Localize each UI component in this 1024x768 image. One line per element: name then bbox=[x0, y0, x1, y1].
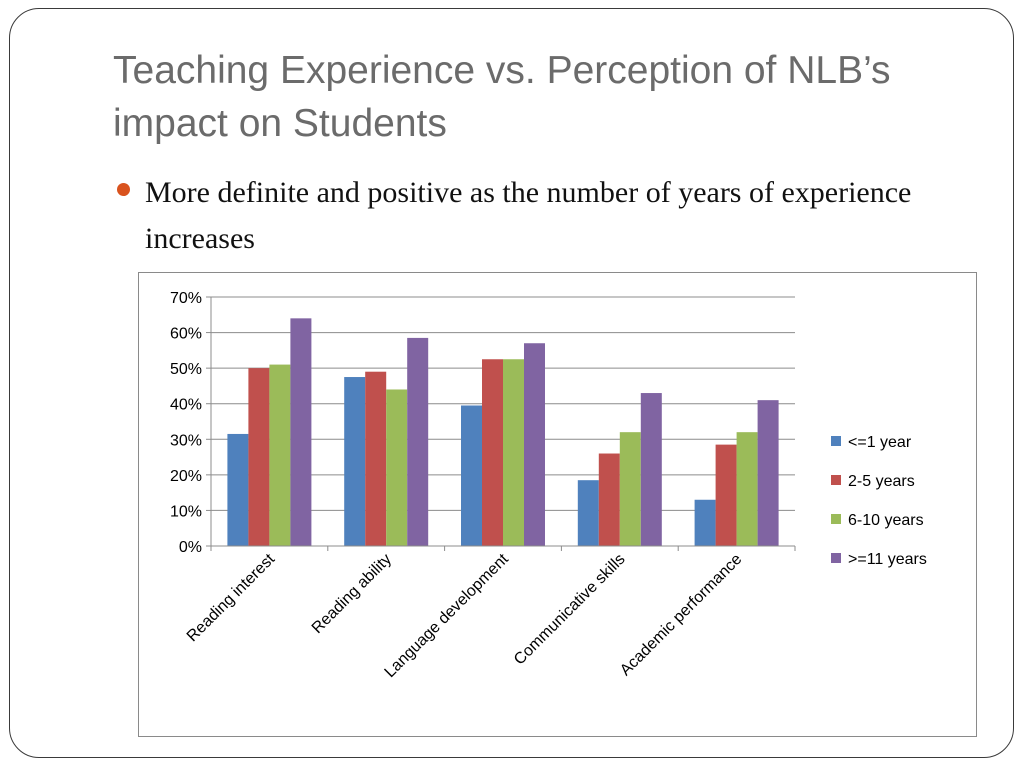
bar-2-5 bbox=[715, 444, 737, 546]
legend-label-3: 6-10 years bbox=[848, 512, 924, 529]
bars bbox=[227, 318, 779, 546]
bar-1-4 bbox=[577, 480, 599, 546]
bar-2-3 bbox=[482, 359, 503, 546]
y-tick-label: 30% bbox=[170, 432, 202, 449]
bar-4-5 bbox=[757, 400, 779, 546]
legend-swatch-3 bbox=[831, 514, 841, 524]
y-axis-ticks: 0% 10% 20% 30% 40% 50% 60% 70% bbox=[170, 290, 202, 556]
bar-3-2 bbox=[386, 389, 408, 546]
bar-1-3 bbox=[461, 405, 482, 546]
legend-swatch-1 bbox=[831, 436, 841, 446]
y-tick-label: 50% bbox=[170, 361, 202, 378]
bar-2-2 bbox=[365, 371, 387, 546]
legend-label-4: >=11 years bbox=[848, 551, 927, 568]
axes bbox=[206, 296, 796, 551]
bar-2-4 bbox=[598, 453, 620, 546]
slide-title: Teaching Experience vs. Perception of NL… bbox=[113, 49, 891, 145]
bullet-dot-icon bbox=[117, 183, 130, 196]
y-tick-label: 20% bbox=[170, 468, 202, 485]
legend-swatch-2 bbox=[831, 475, 841, 485]
x-category-label: Academic performance bbox=[617, 551, 745, 679]
y-tick-label: 10% bbox=[170, 503, 202, 520]
y-tick-label: 60% bbox=[170, 326, 202, 343]
chart-frame: 0% 10% 20% 30% 40% 50% 60% 70% Reading interest… bbox=[138, 272, 977, 737]
bar-3-4 bbox=[619, 432, 641, 546]
bar-1-1 bbox=[227, 433, 249, 546]
bar-chart: 0% 10% 20% 30% 40% 50% 60% 70% Reading interest… bbox=[170, 290, 927, 681]
bar-3-1 bbox=[269, 364, 291, 546]
bullet-text: More definite and positive as the number… bbox=[145, 176, 912, 255]
legend-label-1: <=1 year bbox=[848, 434, 912, 451]
x-axis-labels: Reading interest Reading abilityLanguage … bbox=[184, 550, 746, 681]
x-category-label: Communicative skills bbox=[511, 551, 629, 669]
y-tick-label: 0% bbox=[179, 539, 202, 556]
bar-4-2 bbox=[407, 337, 429, 546]
bar-4-4 bbox=[640, 393, 662, 546]
bar-4-1 bbox=[290, 318, 312, 546]
bar-4-3 bbox=[524, 343, 545, 546]
y-tick-label: 70% bbox=[170, 290, 202, 307]
bar-1-5 bbox=[694, 499, 716, 546]
bar-2-1 bbox=[248, 368, 270, 546]
x-category-label: Reading ability bbox=[309, 551, 395, 637]
bar-1-2 bbox=[344, 377, 366, 546]
x-category-label: Reading interest bbox=[184, 550, 279, 645]
legend-swatch-4 bbox=[831, 553, 841, 563]
y-tick-label: 40% bbox=[170, 397, 202, 414]
legend: <=1 year 2-5 years 6-10 years >=11 years bbox=[831, 434, 927, 568]
legend-label-2: 2-5 years bbox=[848, 473, 915, 490]
x-category-label: Language development bbox=[382, 550, 513, 681]
bar-3-5 bbox=[736, 432, 758, 546]
bar-3-3 bbox=[503, 359, 524, 546]
